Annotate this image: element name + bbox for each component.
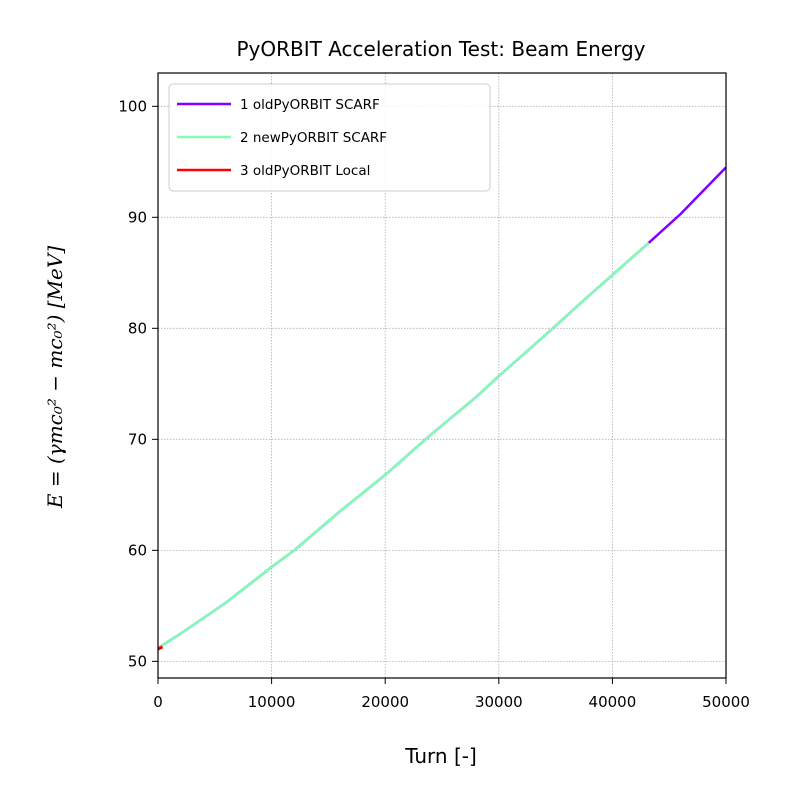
y-tick-label: 70 bbox=[128, 430, 147, 448]
x-tick-label: 30000 bbox=[475, 693, 523, 711]
x-axis-ticks: 0 10000 20000 30000 40000 50000 bbox=[153, 678, 750, 711]
series-line-3 bbox=[157, 645, 164, 651]
plot-frame bbox=[157, 72, 727, 679]
legend-box bbox=[168, 83, 491, 192]
x-tick-label: 20000 bbox=[361, 693, 409, 711]
y-tick-label: 80 bbox=[128, 319, 147, 337]
legend-label-2: 2 newPyORBIT SCARF bbox=[240, 130, 387, 146]
x-tick-label: 50000 bbox=[702, 693, 750, 711]
y-tick-label: 50 bbox=[128, 652, 147, 670]
legend-label-1: 1 oldPyORBIT SCARF bbox=[240, 97, 380, 113]
legend: 1 oldPyORBIT SCARF 2 newPyORBIT SCARF 3 ol… bbox=[168, 83, 491, 192]
x-axis-label: Turn [-] bbox=[404, 744, 477, 768]
x-tick-label: 0 bbox=[153, 693, 163, 711]
series-lines bbox=[157, 166, 727, 651]
y-axis-ticks: 50 60 70 80 90 100 bbox=[118, 97, 158, 670]
series-line-2 bbox=[157, 241, 650, 650]
y-tick-label: 90 bbox=[128, 208, 147, 226]
x-tick-label: 40000 bbox=[589, 693, 637, 711]
x-tick-label: 10000 bbox=[248, 693, 296, 711]
chart-title: PyORBIT Acceleration Test: Beam Energy bbox=[237, 37, 646, 61]
legend-label-3: 3 oldPyORBIT Local bbox=[240, 163, 370, 179]
y-tick-label: 60 bbox=[128, 541, 147, 559]
axes bbox=[157, 72, 727, 679]
y-axis-label: E = (γmc₀² − mc₀²) [MeV] bbox=[43, 246, 67, 509]
y-tick-label: 100 bbox=[118, 97, 147, 115]
